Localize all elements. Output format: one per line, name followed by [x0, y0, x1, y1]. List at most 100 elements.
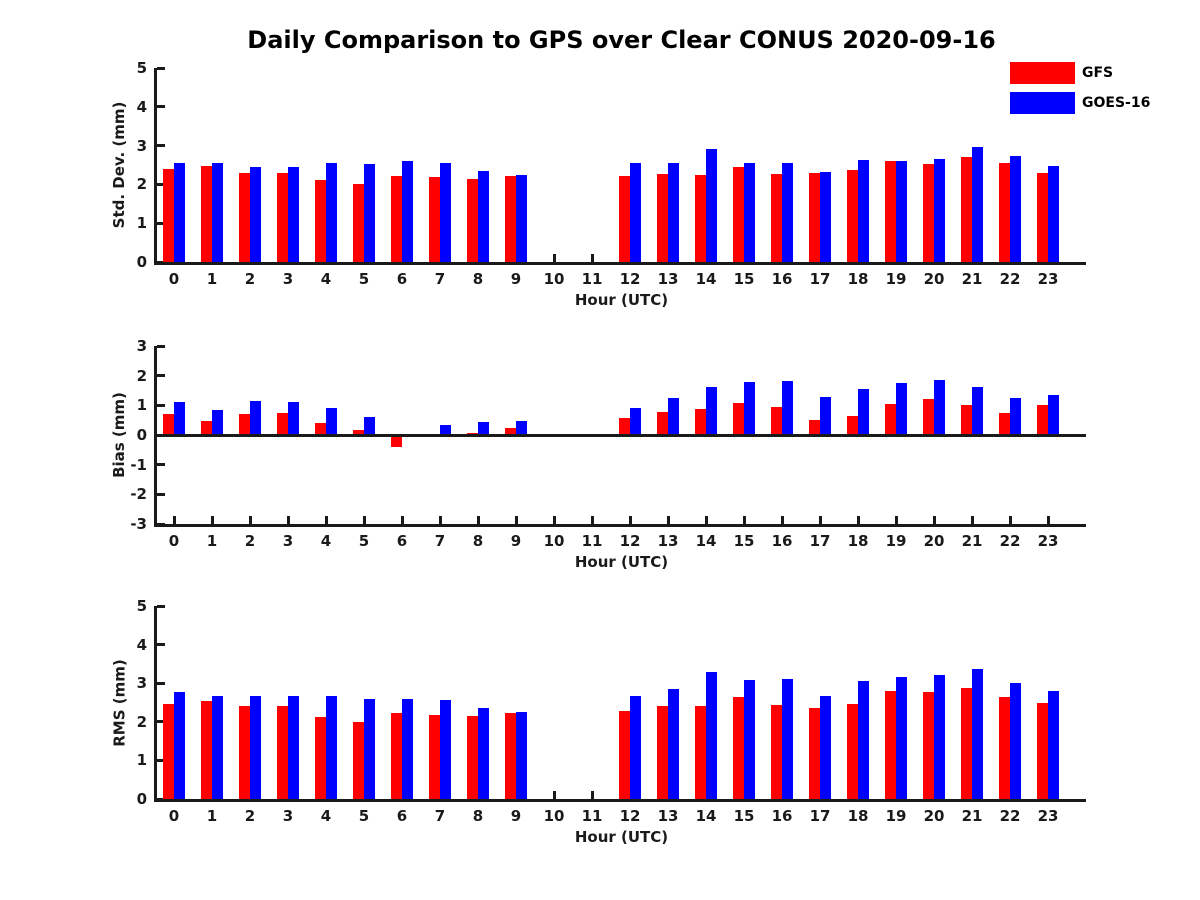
x-tick-label: 17: [809, 270, 831, 288]
x-tick-label: 2: [244, 270, 256, 288]
bar-goes-16: [326, 695, 337, 799]
x-tick-label: 3: [282, 807, 294, 825]
y-tick-label: -1: [130, 455, 147, 474]
bar-gfs: [619, 175, 630, 262]
x-tick-label: 19: [885, 807, 907, 825]
x-tick-label: 2: [244, 532, 256, 550]
y-tick: [157, 758, 165, 762]
x-tick: [856, 516, 860, 524]
bar-gfs: [315, 716, 326, 799]
x-tick-label: 9: [510, 532, 522, 550]
x-tick-label: 10: [543, 532, 565, 550]
x-tick-label: 6: [396, 270, 408, 288]
x-axis-label: Hour (UTC): [574, 553, 669, 571]
bar-goes-16: [858, 388, 869, 435]
bar-gfs: [391, 712, 402, 799]
bar-goes-16: [326, 408, 337, 435]
bar-goes-16: [668, 162, 679, 262]
bar-gfs: [771, 407, 782, 435]
x-tick: [1008, 516, 1012, 524]
bar-gfs: [163, 168, 174, 262]
bar-goes-16: [440, 700, 451, 799]
x-tick-label: 11: [581, 532, 603, 550]
x-tick-label: 15: [733, 532, 755, 550]
bar-gfs: [885, 404, 896, 435]
x-tick-label: 19: [885, 270, 907, 288]
bar-goes-16: [364, 417, 375, 435]
bar-gfs: [163, 703, 174, 799]
bar-gfs: [505, 427, 516, 435]
bar-goes-16: [972, 386, 983, 435]
x-tick-label: 15: [733, 807, 755, 825]
bar-goes-16: [250, 400, 261, 435]
x-tick-label: 14: [695, 532, 717, 550]
y-tick: [157, 643, 165, 647]
x-tick-label: 23: [1037, 270, 1059, 288]
bar-gfs: [961, 404, 972, 435]
bar-gfs: [277, 413, 288, 435]
bar-goes-16: [402, 699, 413, 799]
x-tick-label: 1: [206, 532, 218, 550]
y-tick: [157, 105, 165, 109]
bar-goes-16: [706, 149, 717, 262]
bar-gfs: [277, 172, 288, 262]
y-tick: [157, 144, 165, 148]
x-tick-label: 15: [733, 270, 755, 288]
bar-goes-16: [174, 163, 185, 262]
x-tick-label: 19: [885, 532, 907, 550]
bar-gfs: [999, 412, 1010, 435]
bar-goes-16: [934, 159, 945, 262]
y-tick-label: 5: [136, 59, 147, 77]
bar-gfs: [771, 704, 782, 799]
bar-goes-16: [364, 164, 375, 262]
y-tick-label: 1: [136, 751, 147, 770]
x-tick-label: 18: [847, 270, 869, 288]
x-tick-label: 22: [999, 270, 1021, 288]
y-tick: [157, 604, 165, 608]
y-tick-label: 3: [136, 337, 147, 355]
legend-label-gfs: GFS: [1082, 65, 1114, 81]
legend-swatch-goes16: [1010, 92, 1075, 114]
bar-gfs: [353, 721, 364, 799]
y-tick: [157, 221, 165, 225]
x-tick-label: 12: [619, 532, 641, 550]
y-tick-label: 2: [136, 175, 147, 194]
bar-gfs: [809, 172, 820, 262]
x-tick: [970, 516, 974, 524]
x-tick: [666, 516, 670, 524]
x-tick-label: 22: [999, 532, 1021, 550]
bar-gfs: [277, 706, 288, 799]
y-tick-label: 3: [136, 674, 147, 693]
bar-goes-16: [934, 380, 945, 435]
y-tick: [157, 374, 165, 378]
x-tick: [704, 516, 708, 524]
bar-goes-16: [440, 424, 451, 435]
bar-gfs: [695, 705, 706, 799]
bar-gfs: [1037, 172, 1048, 262]
y-tick: [157, 344, 165, 348]
x-tick-label: 8: [472, 270, 484, 288]
legend-label-goes16: GOES-16: [1082, 95, 1151, 111]
y-tick-label: 4: [136, 97, 147, 116]
y-axis-label: Bias (mm): [110, 392, 128, 478]
x-tick-label: 6: [396, 807, 408, 825]
bar-goes-16: [516, 711, 527, 799]
x-tick-label: 4: [320, 532, 332, 550]
bar-goes-16: [972, 146, 983, 262]
bar-gfs: [505, 175, 516, 262]
x-tick: [286, 516, 290, 524]
bar-gfs: [847, 704, 858, 799]
bar-goes-16: [1010, 156, 1021, 262]
bar-goes-16: [630, 407, 641, 435]
bar-goes-16: [896, 382, 907, 435]
y-tick-label: 0: [136, 426, 147, 444]
bar-gfs: [733, 402, 744, 435]
y-axis-line: [154, 68, 157, 265]
x-tick-label: 4: [320, 270, 332, 288]
y-tick-label: 2: [136, 712, 147, 731]
bar-goes-16: [782, 380, 793, 435]
y-tick-label: 4: [136, 635, 147, 654]
x-tick-label: 6: [396, 532, 408, 550]
bar-goes-16: [820, 695, 831, 799]
bar-gfs: [239, 706, 250, 799]
